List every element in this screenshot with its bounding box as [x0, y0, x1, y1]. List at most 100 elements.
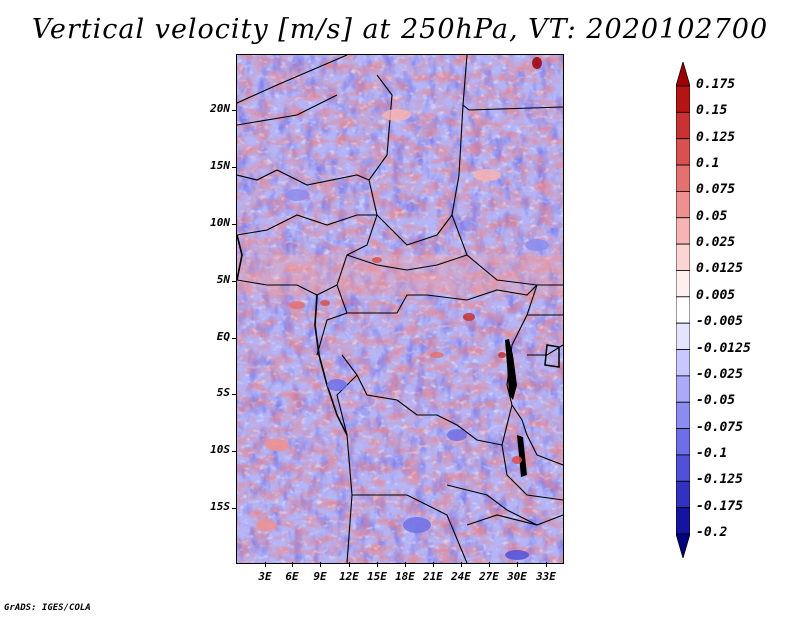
lakes — [505, 339, 560, 477]
colorbar-min-triangle — [676, 533, 690, 558]
velocity-field — [237, 55, 563, 563]
velocity-cell — [447, 429, 467, 441]
velocity-cell — [525, 239, 549, 251]
country-borders — [237, 55, 563, 563]
lon-label: 18E — [395, 570, 415, 583]
colorbar-box — [676, 428, 690, 456]
lat-label: 5N — [216, 273, 230, 286]
colorbar-label: -0.0125 — [696, 340, 751, 356]
colorbar-label: -0.2 — [696, 525, 728, 540]
colorbar-label: 0.15 — [696, 103, 728, 119]
lon-tick — [461, 562, 462, 567]
colorbar-box — [676, 507, 690, 535]
lat-label: EQ — [216, 330, 230, 343]
colorbar-label: 0.0125 — [696, 261, 743, 277]
colorbar-label: 0.05 — [696, 208, 728, 224]
velocity-cell — [372, 257, 382, 263]
lon-tick — [405, 562, 406, 567]
velocity-cell — [532, 57, 542, 69]
colorbar-label: 0.025 — [696, 235, 736, 251]
colorbar-max-triangle — [676, 62, 690, 87]
velocity-cell — [320, 300, 330, 306]
colorbar-label: -0.1 — [696, 445, 728, 461]
velocity-cell — [327, 379, 347, 391]
lat-label: 20N — [210, 102, 230, 115]
lat-tick — [232, 508, 237, 509]
velocity-cell — [403, 517, 431, 533]
velocity-cell — [265, 439, 289, 451]
lon-label: 15E — [367, 570, 387, 583]
colorbar-box — [676, 217, 690, 245]
colorbar-label: 0.125 — [696, 129, 736, 145]
lon-label: 6E — [285, 570, 299, 583]
lon-label: 12E — [339, 570, 359, 583]
lat-tick — [232, 167, 237, 168]
lon-tick — [320, 562, 321, 567]
colorbar-box — [676, 138, 690, 166]
colorbar-label: -0.005 — [696, 314, 743, 330]
colorbar-label: -0.175 — [696, 498, 743, 514]
lon-label: 21E — [423, 570, 443, 583]
velocity-cell — [289, 301, 305, 309]
lat-label: 10N — [210, 216, 230, 229]
lat-tick — [232, 338, 237, 339]
lon-tick — [489, 562, 490, 567]
colorbar-label: 0.075 — [696, 182, 736, 198]
lon-label: 3E — [258, 570, 272, 583]
lat-label: 10S — [210, 443, 230, 456]
colorbar-box — [676, 480, 690, 509]
velocity-cell — [285, 189, 309, 201]
lat-tick — [232, 451, 237, 452]
lon-tick — [546, 562, 547, 567]
velocity-cell — [463, 313, 475, 321]
colorbar-label: 0.005 — [696, 287, 736, 303]
colorbar-box — [676, 349, 690, 377]
colorbar-box — [676, 296, 690, 324]
colorbar-label: 0.175 — [696, 77, 736, 92]
velocity-cell — [505, 550, 529, 560]
velocity-cell — [512, 456, 522, 464]
velocity-cell — [257, 520, 277, 530]
colorbar-label: -0.075 — [696, 419, 743, 435]
lon-tick — [349, 562, 350, 567]
colorbar-box — [676, 164, 690, 192]
colorbar-box — [676, 375, 690, 403]
lon-label: 24E — [451, 570, 471, 583]
colorbar — [676, 62, 690, 558]
grads-credit: GrADS: IGES/COLA — [4, 603, 91, 613]
colorbar-box — [676, 454, 690, 482]
colorbar-box — [676, 270, 690, 298]
lon-tick — [377, 562, 378, 567]
colorbar-box — [676, 111, 690, 140]
colorbar-label: -0.05 — [696, 393, 736, 409]
lat-tick — [232, 224, 237, 225]
velocity-cell — [473, 169, 501, 181]
velocity-cell — [498, 352, 506, 358]
lat-tick — [232, 394, 237, 395]
velocity-cell — [430, 352, 444, 358]
lat-label: 5S — [216, 386, 230, 399]
colorbar-box — [676, 322, 690, 350]
lat-label: 15S — [210, 500, 230, 513]
lon-label: 9E — [313, 570, 327, 583]
colorbar-label: -0.025 — [696, 366, 743, 382]
coastline — [237, 234, 348, 436]
lon-label: 33E — [536, 570, 556, 583]
lon-tick — [433, 562, 434, 567]
map-title: Vertical velocity [m/s] at 250hPa, VT: 2… — [31, 14, 769, 45]
lon-tick — [517, 562, 518, 567]
velocity-map — [236, 54, 564, 564]
colorbar-box — [676, 191, 690, 219]
colorbar-label: 0.1 — [696, 156, 720, 172]
colorbar-box — [676, 401, 690, 429]
lon-tick — [292, 562, 293, 567]
lat-tick — [232, 281, 237, 282]
velocity-cell — [383, 109, 411, 121]
lon-label: 27E — [479, 570, 499, 583]
colorbar-box — [676, 85, 690, 113]
lat-label: 15N — [210, 159, 230, 172]
colorbar-label: -0.125 — [696, 472, 743, 488]
lon-tick — [265, 562, 266, 567]
colorbar-box — [676, 243, 690, 271]
lon-label: 30E — [507, 570, 527, 583]
